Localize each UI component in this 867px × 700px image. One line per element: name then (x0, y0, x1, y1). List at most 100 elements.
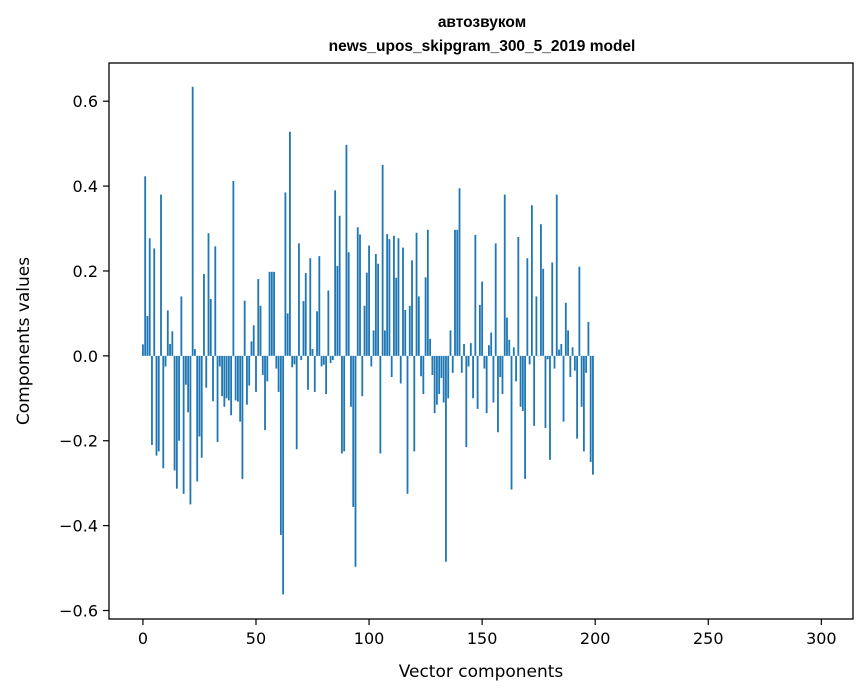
y-tick-label: 0.4 (73, 177, 98, 196)
bar-135 (447, 356, 449, 398)
bar-186 (563, 356, 565, 422)
bar-85 (334, 190, 336, 356)
bar-118 (409, 306, 411, 356)
bar-115 (402, 248, 404, 356)
bar-70 (300, 356, 302, 360)
bar-60 (278, 356, 280, 392)
bar-114 (400, 356, 402, 384)
x-tick-label: 100 (354, 629, 385, 648)
bar-166 (517, 237, 519, 356)
bar-46 (246, 356, 248, 405)
bar-152 (486, 356, 488, 413)
bar-21 (190, 356, 192, 505)
bar-0 (142, 344, 144, 355)
bar-125 (425, 277, 427, 356)
bar-17 (180, 296, 182, 355)
bar-100 (368, 246, 370, 356)
bar-181 (551, 262, 553, 355)
y-tick-label: 0.6 (73, 92, 98, 111)
bar-32 (214, 246, 216, 356)
bar-34 (219, 356, 221, 367)
bar-146 (472, 356, 474, 398)
bar-76 (314, 356, 316, 392)
bar-109 (389, 239, 391, 356)
bar-150 (481, 282, 483, 356)
bar-130 (436, 356, 438, 405)
bar-153 (488, 345, 490, 356)
bar-88 (341, 356, 343, 454)
bar-160 (504, 195, 506, 356)
bar-55 (266, 356, 268, 381)
bar-128 (431, 356, 433, 375)
y-tick-label: −0.4 (59, 517, 98, 536)
bar-6 (156, 356, 158, 456)
bar-58 (273, 272, 275, 356)
plot-frame (109, 63, 853, 619)
bar-147 (474, 235, 476, 356)
x-tick-label: 150 (467, 629, 498, 648)
bar-81 (325, 356, 327, 394)
bar-94 (355, 356, 357, 567)
bar-113 (398, 238, 400, 356)
bar-161 (506, 318, 508, 356)
bar-28 (205, 356, 207, 388)
bar-179 (547, 356, 549, 359)
bar-171 (529, 356, 531, 364)
bar-199 (592, 356, 594, 475)
bar-158 (499, 356, 501, 377)
bar-74 (309, 258, 311, 356)
bar-22 (192, 87, 194, 356)
bar-184 (558, 349, 560, 355)
bar-33 (217, 356, 219, 442)
bar-107 (384, 330, 386, 355)
bar-36 (223, 356, 225, 407)
bar-111 (393, 236, 395, 356)
bar-30 (210, 299, 212, 356)
bar-39 (230, 356, 232, 415)
bar-13 (171, 331, 173, 356)
bar-68 (296, 356, 298, 449)
bar-180 (549, 356, 551, 460)
bar-177 (542, 269, 544, 356)
bar-168 (522, 356, 524, 411)
bar-144 (468, 356, 470, 367)
bar-138 (454, 230, 456, 356)
bar-124 (422, 356, 424, 394)
bar-173 (533, 356, 535, 426)
bar-87 (339, 216, 341, 356)
bar-198 (590, 356, 592, 462)
bar-106 (382, 165, 384, 356)
bar-172 (531, 205, 533, 356)
bar-65 (289, 132, 291, 356)
bar-84 (332, 356, 334, 360)
bar-18 (183, 356, 185, 494)
bar-31 (212, 356, 214, 401)
bar-165 (515, 356, 517, 381)
bar-75 (312, 349, 314, 356)
bar-54 (264, 356, 266, 430)
bar-41 (235, 356, 237, 401)
bars-group (142, 87, 594, 595)
bar-174 (536, 296, 538, 355)
bar-122 (418, 296, 420, 355)
bar-25 (199, 356, 201, 437)
x-tick-label: 0 (138, 629, 148, 648)
bar-47 (248, 356, 250, 386)
bar-4 (151, 356, 153, 445)
bar-19 (185, 356, 187, 385)
bar-15 (176, 356, 178, 489)
bar-67 (294, 356, 296, 364)
x-tick-label: 200 (580, 629, 611, 648)
bar-164 (513, 347, 515, 355)
bar-126 (427, 230, 429, 356)
bar-69 (298, 243, 300, 355)
bar-178 (545, 356, 547, 428)
bar-16 (178, 356, 180, 441)
bar-104 (377, 264, 379, 356)
bar-3 (149, 238, 151, 356)
bar-12 (169, 344, 171, 356)
bar-141 (461, 356, 463, 373)
bar-143 (465, 356, 467, 447)
